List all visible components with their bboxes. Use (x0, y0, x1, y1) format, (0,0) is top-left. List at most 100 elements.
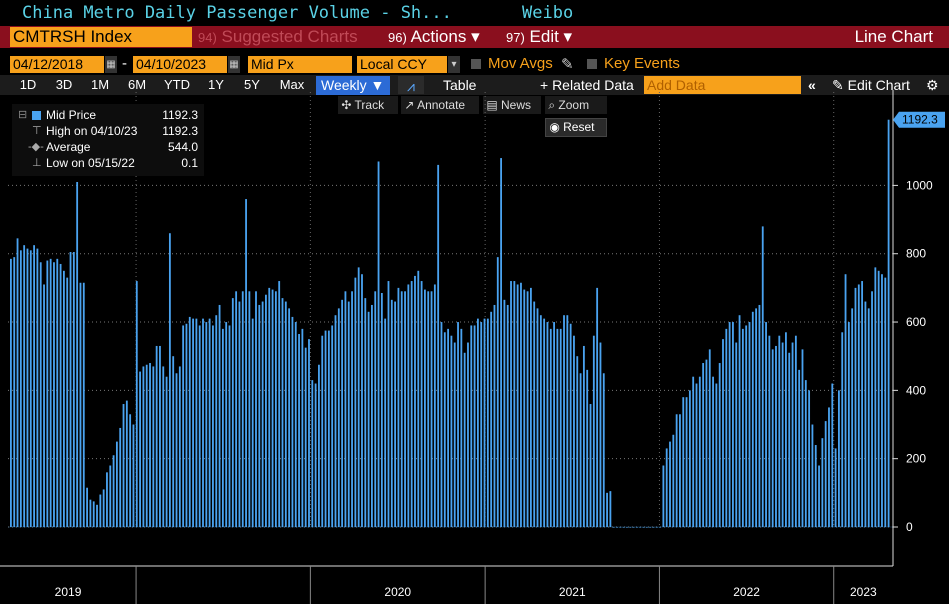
period-5y[interactable]: 5Y (244, 77, 260, 92)
bar (268, 287, 271, 527)
high-value: 1192.3 (162, 124, 198, 138)
key-events-checkbox[interactable] (587, 59, 597, 69)
edit-chart-button[interactable]: ✎ Edit Chart (832, 75, 910, 95)
bar (26, 248, 29, 527)
mov-avgs-checkbox[interactable] (471, 59, 481, 69)
actions-menu[interactable]: 96) Actions ▾ (388, 27, 480, 46)
bar (486, 318, 489, 527)
reset-button[interactable]: ◉ Reset (545, 118, 607, 137)
bar (851, 308, 854, 527)
bar (331, 325, 334, 527)
start-date-field[interactable]: 04/12/2018 (10, 56, 104, 73)
bar (758, 304, 761, 527)
bar (831, 383, 834, 527)
bar (877, 270, 880, 527)
bar (334, 315, 337, 527)
news-button[interactable]: ▤ News (483, 96, 541, 114)
bar (351, 291, 353, 527)
line-chart-icon[interactable]: ⩘ (398, 76, 424, 94)
bar (308, 339, 310, 527)
bar (609, 491, 612, 527)
bar (380, 293, 383, 527)
period-1y[interactable]: 1Y (208, 77, 224, 92)
bar (301, 328, 304, 527)
bar (235, 291, 238, 527)
collapse-icon[interactable]: ⊟ (18, 109, 28, 121)
bar (135, 281, 138, 527)
bar (271, 289, 274, 527)
calendar-icon[interactable]: ▦ (105, 56, 117, 73)
ticker-field[interactable]: CMTRSH Index (10, 27, 192, 47)
annotate-button[interactable]: ↗ Annotate (401, 96, 479, 114)
period-max[interactable]: Max (279, 77, 305, 92)
calendar-icon[interactable]: ▦ (228, 56, 240, 73)
bar (132, 424, 135, 527)
bar (702, 363, 705, 527)
bar (748, 322, 751, 527)
related-data-button[interactable]: + Related Data (540, 77, 634, 93)
period-1d[interactable]: 1D (19, 77, 37, 92)
bar (775, 345, 777, 527)
low-marker-icon: ⊥ (32, 157, 42, 169)
average-label: Average (46, 140, 91, 154)
period-ytd[interactable]: YTD (164, 77, 190, 92)
bar (384, 318, 387, 527)
suggested-charts-button[interactable]: 94) Suggested Charts (198, 27, 358, 46)
table-button[interactable]: Table (443, 77, 477, 93)
bar (794, 335, 797, 527)
bar (569, 323, 572, 527)
currency-select[interactable]: Local CCY (357, 56, 447, 73)
bar (599, 342, 602, 527)
bar (722, 339, 724, 527)
bar (457, 322, 459, 527)
gear-icon[interactable]: ⚙ (926, 77, 939, 93)
add-data-input[interactable]: Add Data (644, 76, 801, 94)
end-date-field[interactable]: 04/10/2023 (133, 56, 227, 73)
x-tick-label: 2020 (384, 585, 411, 599)
bar (298, 333, 300, 527)
bar (304, 347, 307, 527)
bar (804, 380, 807, 527)
period-3d[interactable]: 3D (55, 77, 73, 92)
bar (142, 366, 145, 527)
bar (781, 342, 784, 527)
bar (543, 318, 546, 527)
bar (718, 363, 721, 527)
track-button[interactable]: ✣ Track (338, 96, 398, 114)
bar (665, 448, 668, 527)
bar (281, 298, 284, 527)
bar (106, 472, 108, 527)
bar (125, 400, 128, 527)
bar (460, 328, 463, 527)
bar (407, 284, 410, 527)
toolbar: CMTRSH Index 94) Suggested Charts 96) Ac… (0, 26, 949, 48)
bar (682, 397, 685, 527)
frequency-select[interactable]: Weekly ▼ (316, 76, 390, 95)
edit-chart-label: Edit Chart (847, 77, 910, 93)
bar (258, 304, 261, 527)
period-6m[interactable]: 6M (127, 77, 147, 92)
field-select[interactable]: Mid Px (248, 56, 352, 73)
chevron-down-icon[interactable]: ▾ (448, 56, 460, 73)
pencil-icon[interactable]: ✎ (561, 56, 574, 73)
bar (751, 311, 754, 527)
bar (344, 291, 347, 527)
mid-label: Mid Price (46, 108, 97, 122)
bar (198, 325, 201, 527)
bar (437, 164, 440, 528)
bar (182, 325, 185, 527)
zoom-button[interactable]: ⌕ Zoom (545, 96, 607, 114)
legend-mid-row: ⊟ Mid Price 1192.3 (12, 107, 204, 123)
edit-menu[interactable]: 97) Edit ▾ (506, 27, 573, 46)
bar (563, 315, 565, 527)
date-separator: - (122, 55, 127, 72)
bar (115, 441, 118, 527)
bar (404, 291, 406, 527)
period-1m[interactable]: 1M (90, 77, 110, 92)
bar (89, 499, 92, 527)
y-tick-label: 600 (906, 315, 926, 329)
bar (566, 315, 569, 527)
collapse-icon[interactable]: « (808, 77, 816, 93)
bar (255, 291, 257, 527)
bar (602, 373, 605, 527)
